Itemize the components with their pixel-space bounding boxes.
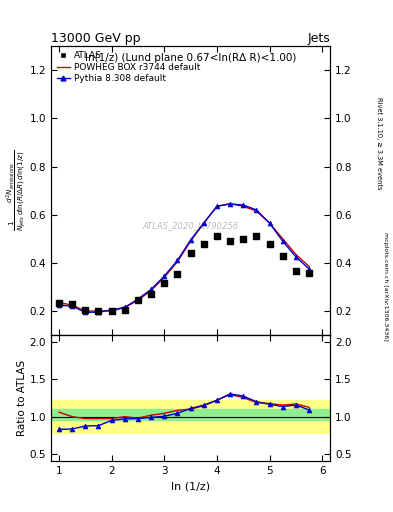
Point xyxy=(293,267,299,275)
Point xyxy=(69,300,75,308)
Text: Jets: Jets xyxy=(307,32,330,45)
X-axis label: ln (1/z): ln (1/z) xyxy=(171,481,210,491)
Point xyxy=(227,237,233,245)
Point xyxy=(279,251,286,260)
Point xyxy=(174,270,181,278)
Point xyxy=(122,306,128,314)
Point xyxy=(253,232,259,241)
Point xyxy=(306,268,312,276)
Point xyxy=(56,298,62,307)
Text: ln(1/z) (Lund plane 0.67<ln(RΔ R)<1.00): ln(1/z) (Lund plane 0.67<ln(RΔ R)<1.00) xyxy=(85,53,296,63)
Legend: ATLAS, POWHEG BOX r3744 default, Pythia 8.308 default: ATLAS, POWHEG BOX r3744 default, Pythia … xyxy=(53,48,204,87)
Text: mcplots.cern.ch [arXiv:1306.3436]: mcplots.cern.ch [arXiv:1306.3436] xyxy=(383,232,387,341)
Text: Rivet 3.1.10, ≥ 3.3M events: Rivet 3.1.10, ≥ 3.3M events xyxy=(376,97,382,189)
Point xyxy=(161,279,167,287)
Y-axis label: Ratio to ATLAS: Ratio to ATLAS xyxy=(17,360,27,436)
Point xyxy=(240,234,246,243)
Text: ATLAS_2020_I1790256: ATLAS_2020_I1790256 xyxy=(143,221,239,230)
Point xyxy=(82,306,88,314)
Point xyxy=(187,249,194,258)
Point xyxy=(135,296,141,304)
Point xyxy=(214,232,220,241)
Text: 13000 GeV pp: 13000 GeV pp xyxy=(51,32,141,45)
Point xyxy=(95,307,102,315)
Point xyxy=(148,290,154,298)
Point xyxy=(200,240,207,248)
Y-axis label: $\frac{1}{N_{jets}}\frac{d^2 N_{emissions}}{d\ln(R/\Delta R)\,d\ln(1/z)}$: $\frac{1}{N_{jets}}\frac{d^2 N_{emission… xyxy=(5,150,28,231)
Point xyxy=(108,307,115,315)
Point xyxy=(266,240,273,248)
